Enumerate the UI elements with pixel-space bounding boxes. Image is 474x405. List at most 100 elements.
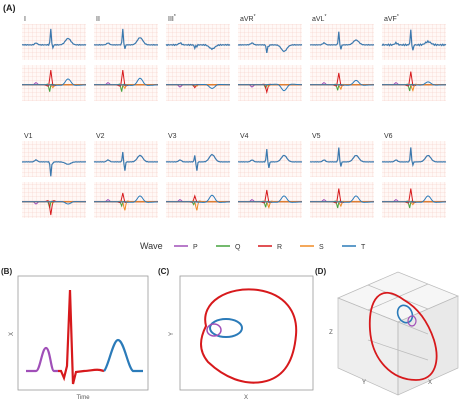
panel-b-label: (B) bbox=[1, 267, 12, 276]
wave-t-trace bbox=[166, 194, 230, 203]
ecg-trace bbox=[381, 29, 447, 51]
lead-decomp-box bbox=[22, 182, 86, 218]
lead-label: V1 bbox=[24, 133, 33, 140]
r-3d-loop-trace bbox=[368, 291, 438, 381]
lead-v1: V1 bbox=[21, 133, 87, 218]
ecg-trace bbox=[238, 149, 303, 169]
legend-item-t: T bbox=[342, 244, 366, 251]
lead-decomp-box bbox=[382, 65, 446, 101]
panel-a: (A) I II III* aVR* aVL* aVF*V1 V2 V3 V4 V5 V6 Wave… bbox=[3, 3, 447, 251]
panel-b-ylabel: X bbox=[9, 332, 15, 336]
panel-c-frame bbox=[179, 275, 314, 391]
r-loop-trace bbox=[200, 288, 298, 384]
panel-b-xlabel: Time bbox=[76, 395, 90, 401]
p-loop-trace bbox=[206, 323, 222, 337]
lead-label: V2 bbox=[96, 133, 105, 140]
wave-t-trace bbox=[22, 78, 86, 86]
wave-t-trace bbox=[310, 79, 374, 86]
lead-label: V6 bbox=[384, 133, 393, 140]
lead-label: V5 bbox=[312, 133, 321, 140]
ecg-trace bbox=[21, 28, 87, 50]
ecg-trace bbox=[93, 151, 159, 171]
lead-ecg-box bbox=[22, 24, 86, 60]
ecg-trace bbox=[381, 147, 447, 168]
legend-item-q: Q bbox=[216, 244, 241, 251]
lead-star: * bbox=[174, 14, 176, 20]
ecg-trace bbox=[237, 42, 303, 54]
panel-c: (C) Y X bbox=[158, 267, 314, 401]
lead-v3: V3 bbox=[165, 133, 231, 218]
panel-d-xlabel: X bbox=[428, 380, 432, 386]
legend-item-p: P bbox=[174, 244, 198, 251]
wave-t-trace bbox=[310, 195, 374, 203]
lead-ecg-box bbox=[166, 141, 230, 177]
lead-i: I bbox=[21, 16, 87, 101]
panel-a-label: (A) bbox=[3, 3, 16, 13]
ecg-trace bbox=[309, 147, 374, 167]
legend-label: Q bbox=[235, 244, 241, 251]
lead-v2: V2 bbox=[93, 133, 159, 218]
lead-label: I bbox=[24, 16, 26, 23]
lead-star: * bbox=[324, 14, 326, 20]
panel-c-label: (C) bbox=[158, 267, 169, 276]
lead-ecg-box bbox=[310, 24, 374, 60]
lead-ecg-box bbox=[382, 24, 446, 60]
lead-v6: V6 bbox=[381, 133, 447, 218]
legend-label: P bbox=[193, 244, 198, 251]
legend-title: Wave bbox=[140, 241, 163, 251]
wave-t-trace bbox=[382, 81, 447, 86]
lead-decomp-box bbox=[238, 65, 302, 101]
legend-label: T bbox=[361, 244, 366, 251]
wave-t-trace bbox=[238, 195, 302, 203]
lead-decomp-box bbox=[382, 182, 446, 218]
lead-avl: aVL* bbox=[309, 14, 375, 101]
lead-v4: V4 bbox=[238, 133, 303, 218]
lead-iii: III* bbox=[165, 14, 231, 101]
lead-label: aVF* bbox=[384, 14, 399, 23]
panel-d-zlabel: Z bbox=[329, 330, 333, 336]
lead-decomp-box bbox=[310, 65, 374, 101]
lead-ecg-box bbox=[310, 141, 374, 177]
panel-d-ylabel: Y bbox=[362, 380, 366, 386]
t-wave-trace bbox=[103, 338, 143, 373]
p-3d-loop-trace bbox=[407, 315, 417, 327]
ecg-trace bbox=[93, 28, 159, 49]
lead-decomp-box bbox=[310, 182, 374, 218]
lead-decomp-box bbox=[22, 65, 86, 101]
lead-ecg-box bbox=[238, 141, 302, 177]
legend-item-r: R bbox=[258, 244, 282, 251]
lead-decomp-box bbox=[166, 65, 230, 101]
lead-label: aVL* bbox=[312, 14, 326, 23]
lead-decomp-box bbox=[166, 182, 230, 218]
wave-t-trace bbox=[94, 195, 158, 203]
lead-avf: aVF* bbox=[381, 14, 447, 101]
lead-ecg-box bbox=[22, 141, 86, 177]
lead-ii: II bbox=[93, 16, 159, 101]
legend-label: R bbox=[277, 244, 282, 251]
wave-t-trace bbox=[382, 195, 446, 203]
qrs-wave-trace bbox=[58, 289, 105, 385]
lead-decomp-box bbox=[94, 182, 158, 218]
ecg-trace bbox=[309, 31, 375, 50]
lead-ecg-box bbox=[94, 24, 158, 60]
ecg-trace bbox=[165, 153, 231, 171]
legend-item-s: S bbox=[300, 244, 324, 251]
panel-b-frame bbox=[17, 275, 149, 391]
wave-t-trace bbox=[22, 201, 86, 205]
wave-legend: Wave P Q R S T bbox=[140, 241, 366, 251]
lead-label: II bbox=[96, 16, 100, 23]
panel-c-xlabel: X bbox=[244, 395, 248, 401]
lead-star: * bbox=[254, 14, 256, 20]
lead-ecg-box bbox=[238, 24, 302, 60]
lead-decomp-box bbox=[94, 65, 158, 101]
wave-t-trace bbox=[94, 77, 158, 86]
panel-b: (B) X Time bbox=[1, 267, 149, 401]
lead-label: III* bbox=[168, 14, 176, 23]
lead-label: aVR* bbox=[240, 14, 256, 23]
panel-d: (D) Z Y X bbox=[315, 267, 459, 396]
lead-grid: I II III* aVR* aVL* aVF*V1 V2 V3 V4 V5 V6 bbox=[21, 14, 447, 218]
lead-ecg-box bbox=[166, 24, 230, 60]
legend-label: S bbox=[319, 244, 324, 251]
lead-avr: aVR* bbox=[237, 14, 303, 101]
